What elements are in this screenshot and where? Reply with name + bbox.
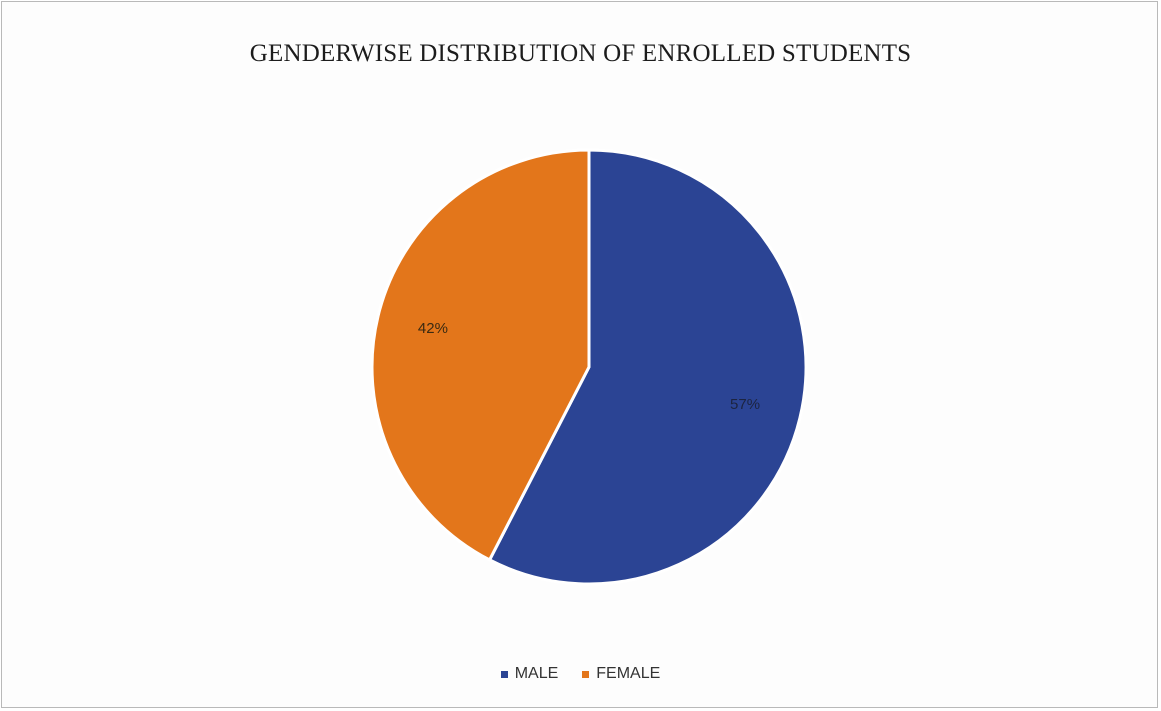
legend-swatch-female: [582, 670, 590, 678]
pie-slice-female: [370, 148, 591, 562]
legend-label-female: FEMALE: [596, 665, 661, 682]
legend-item-female: FEMALE: [582, 665, 660, 683]
legend-item-male: MALE: [500, 665, 559, 683]
legend: MALE FEMALE: [0, 665, 1161, 683]
legend-label-male: MALE: [514, 665, 559, 682]
data-label-female: 42%: [418, 320, 448, 337]
data-label-male: 57%: [730, 396, 760, 413]
chart-title: GENDERWISE DISTRIBUTION OF ENROLLED STUD…: [249, 40, 912, 67]
pie-slice-male: [488, 148, 808, 586]
legend-swatch-male: [500, 670, 508, 678]
